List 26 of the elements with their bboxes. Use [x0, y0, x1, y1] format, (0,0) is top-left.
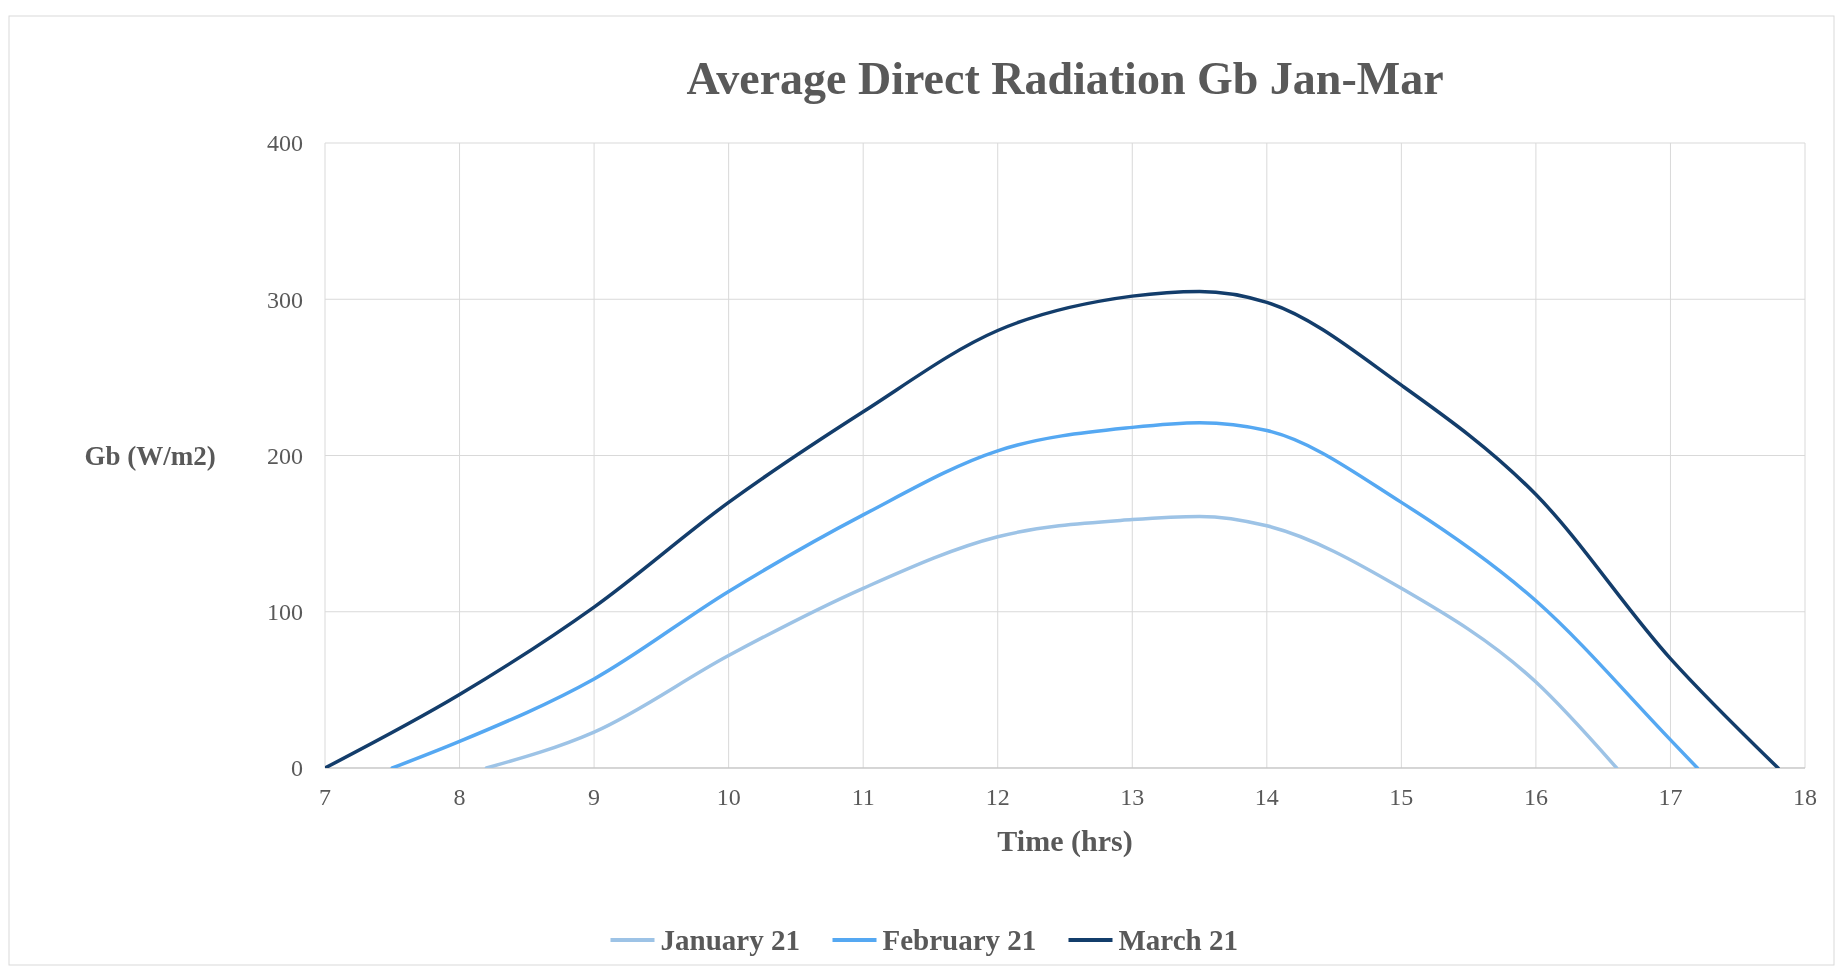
- y-tick-label: 300: [267, 286, 303, 313]
- x-tick-label: 14: [1254, 784, 1279, 810]
- x-tick-label: 12: [985, 784, 1010, 810]
- y-tick-label: 200: [267, 442, 303, 469]
- x-tick-label: 11: [851, 784, 875, 810]
- x-tick-label: 13: [1120, 784, 1145, 810]
- x-axis-title: Time (hrs): [997, 824, 1133, 858]
- legend-label: January 21: [660, 924, 800, 957]
- y-axis-title: Gb (W/m2): [84, 440, 216, 471]
- legend-label: February 21: [882, 924, 1037, 957]
- x-tick-label: 9: [588, 784, 601, 810]
- x-tick-label: 16: [1523, 784, 1548, 810]
- x-tick-label: 15: [1389, 784, 1414, 810]
- x-tick-label: 10: [716, 784, 741, 810]
- y-tick-label: 400: [267, 130, 303, 157]
- line-series: [325, 289, 1780, 768]
- x-tick-label: 7: [319, 784, 331, 810]
- chart-title: Average Direct Radiation Gb Jan-Mar: [686, 53, 1444, 104]
- y-tick-label: 100: [267, 599, 303, 626]
- x-tick-label: 18: [1793, 784, 1817, 810]
- x-tick-label: 17: [1658, 784, 1683, 810]
- line-series: [390, 420, 1700, 768]
- legend-label: March 21: [1118, 924, 1238, 957]
- line-series: [484, 514, 1619, 768]
- x-tick-label: 8: [453, 784, 466, 810]
- y-tick-label: 0: [291, 755, 303, 782]
